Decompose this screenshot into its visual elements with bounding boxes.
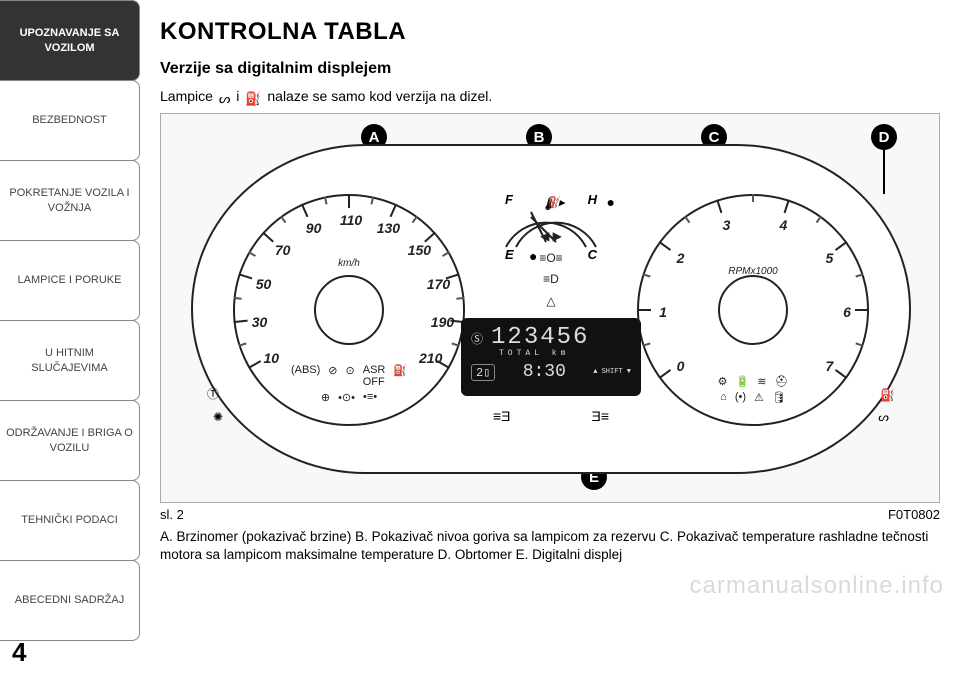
airbag-icon: ≋ <box>757 375 766 388</box>
dial-number: 130 <box>377 220 400 236</box>
warning-icon: ⚠ <box>754 391 764 404</box>
dial-number: 150 <box>408 242 431 258</box>
hazard-icon: △ <box>496 291 606 313</box>
sidebar-tab-4[interactable]: U HITNIM SLUČAJEVIMA <box>0 320 140 401</box>
lead-d <box>883 150 885 194</box>
dial-number: 3 <box>723 217 731 233</box>
dial-number: 0 <box>677 358 685 374</box>
figure-number: sl. 2 <box>160 507 184 522</box>
highbeam-icon: ≡D <box>496 269 606 291</box>
sidebar-tab-1[interactable]: BEZBEDNOST <box>0 80 140 161</box>
preheat-icon: ᔕ <box>878 410 889 424</box>
engine-icon: ⚙ <box>718 375 728 388</box>
intro-prefix: Lampice <box>160 88 217 104</box>
intro-mid: i <box>236 88 243 104</box>
callout-d: D <box>871 124 897 150</box>
thermometer-icon: 🌡 <box>541 198 555 211</box>
cruise-icon: Ⓣ <box>207 385 219 402</box>
sidebar: UPOZNAVANJE SA VOZILOM BEZBEDNOST POKRET… <box>0 0 140 640</box>
sidelights-icon: ≡O≡ <box>496 248 606 270</box>
dial-number: 1 <box>659 304 667 320</box>
sidebar-tab-6[interactable]: TEHNIČKI PODACI <box>0 480 140 561</box>
dial-number: 50 <box>256 276 272 292</box>
sidebar-tab-3[interactable]: LAMPICE I PORUKE <box>0 240 140 321</box>
speedo-ticks: 1030507090110130150170190210 <box>235 196 463 424</box>
steering-icon: ⊕ <box>321 391 330 404</box>
dial-number: 6 <box>843 304 851 320</box>
speedo-unit: km/h <box>338 258 360 269</box>
fuel-icon: ⛽ <box>393 364 407 388</box>
dial-number: 10 <box>264 350 280 366</box>
speedometer: 1030507090110130150170190210 km/h (ABS) … <box>233 194 465 426</box>
intro-text: Lampice ᔕ i ⛽̣ nalaze se samo kod verzij… <box>160 88 940 107</box>
dial-number: 30 <box>252 314 268 330</box>
sidebar-tab-2[interactable]: POKRETANJE VOZILA I VOŽNJA <box>0 160 140 241</box>
figure-caption: A. Brzinomer (pokazivač brzine) B. Pokaz… <box>160 528 940 564</box>
page-subtitle: Verzije sa digitalnim displejem <box>160 60 940 78</box>
watermark: carmanualsonline.info <box>690 572 944 600</box>
dial-number: 2 <box>677 250 685 266</box>
figure-code: F0T0802 <box>888 507 940 522</box>
figure-panel: A B C D E 1030507090110130150170190210 k… <box>160 113 940 503</box>
water-in-fuel-icon: ⛽̣ <box>245 91 261 107</box>
traction-icon: ⊙ <box>346 364 355 388</box>
front-fog-icon: ≡Ǝ <box>493 408 511 424</box>
tachometer: 0 1 2 3 4 5 6 7 RPMx1000 ⚙ 🔋 ≋ ⛑ ⌂ (•) ⚠ 🛢 <box>637 194 869 426</box>
shift-indicator: ▲ SHIFT ▼ <box>593 369 631 376</box>
lights-icon: •⊙• <box>338 391 355 404</box>
door-icon: ⌂ <box>720 391 727 404</box>
dial-number: 90 <box>306 220 322 236</box>
odometer-value: 123456 <box>491 324 589 351</box>
sidebar-tab-0[interactable]: UPOZNAVANJE SA VOZILOM <box>0 0 140 81</box>
seatbelt-icon: ⛑ <box>774 375 788 388</box>
instrument-cluster: 1030507090110130150170190210 km/h (ABS) … <box>191 144 911 474</box>
oil-icon: 🛢 <box>772 391 786 404</box>
intro-suffix: nalaze se samo kod verzija na dizel. <box>267 88 492 104</box>
sidebar-tab-5[interactable]: ODRŽAVANJE I BRIGA O VOZILU <box>0 400 140 481</box>
sidebar-tab-7[interactable]: ABECEDNI SADRŽAJ <box>0 560 140 641</box>
tacho-icons-row2: ⌂ (•) ⚠ 🛢 <box>720 391 786 404</box>
abs-icon: (ABS) <box>291 364 320 388</box>
tacho-unit: RPMx1000 <box>728 266 777 277</box>
page-title: KONTROLNA TABLA <box>160 18 940 46</box>
clock-value: 8:30 <box>523 362 566 382</box>
digital-display: Ⓢ 123456 TOTAL km 2▯ 8:30 ▲ SHIFT ▼ <box>461 318 641 396</box>
temp-hot: H <box>588 192 597 207</box>
tacho-icons-row1: ⚙ 🔋 ≋ ⛑ <box>718 375 789 388</box>
lcd-mode-icon: Ⓢ <box>471 330 485 347</box>
main-content: KONTROLNA TABLA Verzije sa digitalnim di… <box>160 18 940 564</box>
battery-icon: 🔋 <box>735 375 749 388</box>
dial-number: 4 <box>780 217 788 233</box>
tacho-ticks: 0 1 2 3 4 5 6 7 <box>639 196 867 424</box>
dash-icon: •≡• <box>363 391 377 404</box>
center-indicator-icons: ◀ ▶ ≡O≡ ≡D △ <box>496 226 606 312</box>
temp-dot-icon: ● <box>607 194 615 210</box>
figure-meta: sl. 2 F0T0802 <box>160 507 940 522</box>
low-fuel-icon: ⛽ <box>880 388 895 402</box>
speedo-icons-row1: (ABS) ⊘ ⊙ ASR OFF ⛽ <box>291 364 407 388</box>
speedo-icons-row2: ⊕ •⊙• •≡• <box>321 391 377 404</box>
rear-fog-icon: Ǝ≡ <box>591 408 609 424</box>
glow-plug-icon: ᔕ <box>219 91 231 107</box>
dimmer-icon: ✺ <box>213 410 223 424</box>
gear-indicator: 2▯ <box>471 364 495 381</box>
asr-off-icon: ASR OFF <box>363 364 386 388</box>
tpms-icon: (•) <box>735 391 746 404</box>
dial-number: 110 <box>340 212 362 228</box>
dial-number: 7 <box>826 358 834 374</box>
dial-number: 5 <box>826 250 834 266</box>
page-number: 4 <box>12 637 26 668</box>
turn-signals-icon: ◀ ▶ <box>496 226 606 248</box>
esc-icon: ⊘ <box>328 364 337 388</box>
dial-number: 70 <box>275 242 291 258</box>
